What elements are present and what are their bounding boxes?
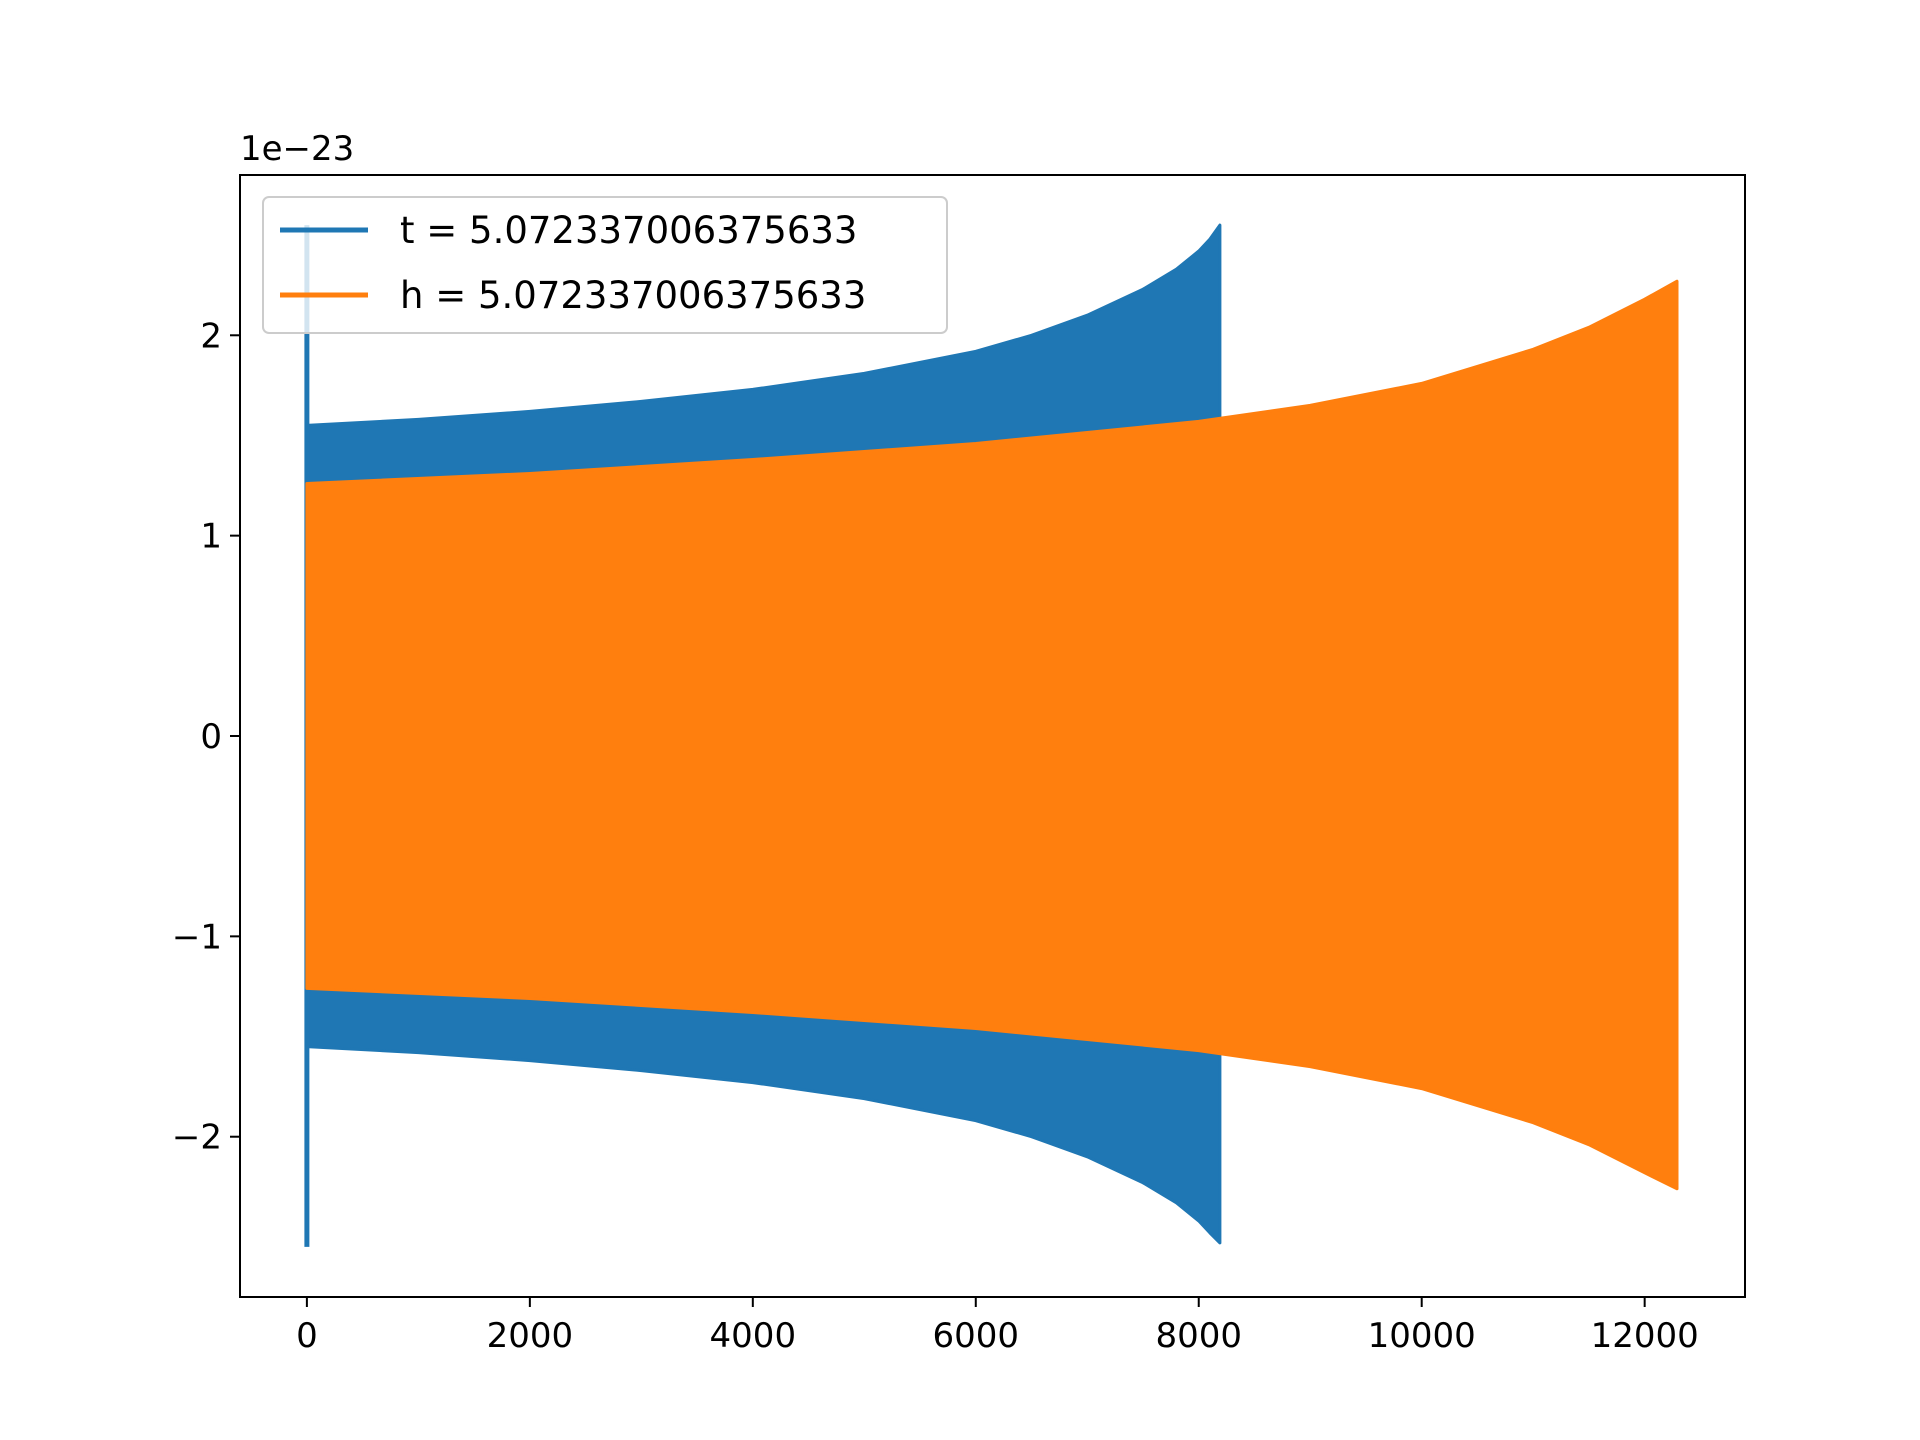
legend-box [262, 196, 948, 334]
series-envelope-1 [305, 279, 1679, 1191]
x-tick-label: 8000 [1155, 1316, 1242, 1356]
legend: t = 5.072337006375633 h = 5.072337006375… [262, 196, 948, 334]
legend-label-t: t = 5.072337006375633 [400, 209, 857, 252]
y-tick-label: −2 [172, 1118, 222, 1158]
x-tick-label: 6000 [933, 1316, 1020, 1356]
x-tick-label: 10000 [1368, 1316, 1476, 1356]
y-tick-label: 1 [200, 517, 222, 557]
x-tick-label: 12000 [1591, 1316, 1699, 1356]
legend-label-h: h = 5.072337006375633 [400, 274, 866, 317]
y-tick-label: 2 [200, 316, 222, 356]
y-axis: −2 −1 0 1 2 [172, 316, 240, 1158]
x-axis: 0 2000 4000 6000 8000 10000 12000 [296, 1297, 1699, 1356]
y-tick-label: −1 [172, 917, 222, 957]
x-tick-label: 2000 [487, 1316, 574, 1356]
y-offset-label: 1e−23 [240, 129, 354, 169]
y-tick-label: 0 [200, 717, 222, 757]
x-tick-label: 0 [296, 1316, 318, 1356]
series-layer [304, 223, 1679, 1247]
x-tick-label: 4000 [710, 1316, 797, 1356]
series-1 [305, 279, 1679, 1191]
